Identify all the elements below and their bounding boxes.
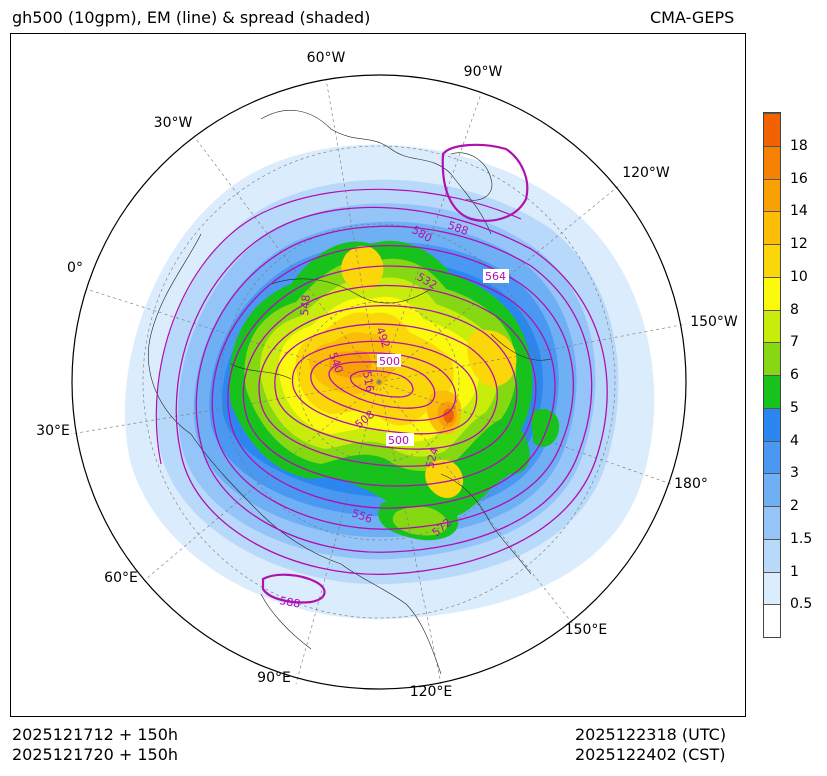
- contour-572: [195, 225, 593, 553]
- colorbar-segment: [764, 145, 780, 179]
- colorbar-segment: [764, 407, 780, 441]
- colorbar-segment: [764, 538, 780, 572]
- lon-label: 90°E: [257, 670, 291, 686]
- contour-564: [211, 244, 574, 530]
- lon-label: 30°E: [36, 423, 70, 439]
- contour-588: [155, 188, 522, 465]
- init-time-utc: 2025121712 + 150h: [12, 725, 179, 744]
- init-time-cst: 2025121720 + 150h: [12, 745, 179, 764]
- colorbar-label: 3: [790, 465, 799, 482]
- valid-time-cst: 2025122402 (CST): [575, 745, 726, 764]
- spread-band-10: [467, 330, 517, 387]
- contour-516: [310, 352, 457, 422]
- colorbar-segment: [764, 309, 780, 343]
- colorbar-label: 18: [790, 137, 808, 154]
- lon-label: 60°W: [306, 50, 346, 66]
- contour-label-bg: [483, 269, 509, 283]
- spread-band-16: [443, 408, 454, 423]
- map-boundary: [71, 74, 687, 690]
- colorbar-label: 0.5: [790, 596, 813, 613]
- colorbar-segment: [764, 244, 780, 277]
- lon-label: 90°W: [463, 64, 503, 80]
- contour-588-high-east: [441, 143, 529, 222]
- contour-label: 564: [485, 270, 506, 283]
- colorbar-segment: [764, 604, 780, 637]
- colorbar-label: 8: [790, 301, 799, 318]
- colorbar-label: 10: [790, 268, 808, 285]
- contour-label: 516: [360, 370, 376, 393]
- colorbar-segment: [764, 571, 780, 605]
- lon-label: 120°E: [409, 684, 453, 700]
- contour-556: [227, 265, 556, 509]
- colorbar-segment: [764, 276, 780, 310]
- colorbar-label: 12: [790, 236, 808, 252]
- lon-label: 150°W: [690, 314, 738, 330]
- colorbar-label: 1: [790, 563, 799, 580]
- polar-map: 580 588 532 564 548 492 500 540 516 508 …: [70, 74, 687, 690]
- spread-band-10: [425, 459, 464, 499]
- colorbar-segment: [764, 473, 780, 506]
- contour-label: 500: [379, 355, 400, 368]
- contour-524: [291, 340, 478, 435]
- colorbar-label: 5: [790, 399, 799, 416]
- contour-label-bg: [377, 354, 401, 367]
- coastlines: [148, 109, 552, 675]
- colorbar-label: 1.5: [790, 530, 813, 547]
- colorbar-segment: [764, 375, 780, 408]
- contour-label: 500: [388, 434, 409, 447]
- model-name: CMA-GEPS: [650, 8, 735, 27]
- colorbar-label: 16: [790, 170, 808, 187]
- colorbar-segment: [764, 440, 780, 474]
- colorbar-label: 4: [790, 432, 799, 449]
- colorbar-segment: [764, 113, 780, 146]
- lon-label: 120°W: [622, 165, 670, 181]
- contour-label: 588: [278, 594, 301, 610]
- colorbar-segment: [764, 342, 780, 375]
- colorbar-label: 2: [790, 498, 799, 514]
- lon-label: 0°: [67, 260, 83, 276]
- contour-580: [175, 206, 608, 575]
- colorbar: [763, 112, 781, 638]
- map-panel: 580 588 532 564 548 492 500 540 516 508 …: [10, 33, 746, 717]
- contour-540: [258, 305, 518, 467]
- contour-500: [350, 370, 414, 398]
- colorbar-segment: [764, 178, 780, 212]
- contour-label: 548: [298, 294, 313, 316]
- chart-title: gh500 (10gpm), EM (line) & spread (shade…: [12, 8, 371, 27]
- contour-label-bg: [386, 433, 414, 446]
- contour-508: [328, 361, 436, 409]
- contour-548: [242, 284, 537, 487]
- lon-label: 30°W: [153, 115, 193, 131]
- contour-532: [274, 323, 498, 450]
- lon-label: 150°E: [564, 622, 608, 638]
- colorbar-segment: [764, 211, 780, 244]
- valid-time-utc: 2025122318 (UTC): [575, 725, 727, 744]
- colorbar-label: 14: [790, 203, 808, 220]
- colorbar-segment: [764, 506, 780, 539]
- lon-label: 60°E: [104, 570, 138, 586]
- spread-shading: [124, 144, 655, 620]
- colorbar-label: 6: [790, 367, 799, 383]
- gh-contours: [155, 143, 608, 604]
- colorbar-label: 7: [790, 334, 799, 351]
- lon-label: 180°: [674, 476, 708, 492]
- contour-588-high-south: [261, 573, 326, 604]
- contour-label: 524: [423, 446, 441, 470]
